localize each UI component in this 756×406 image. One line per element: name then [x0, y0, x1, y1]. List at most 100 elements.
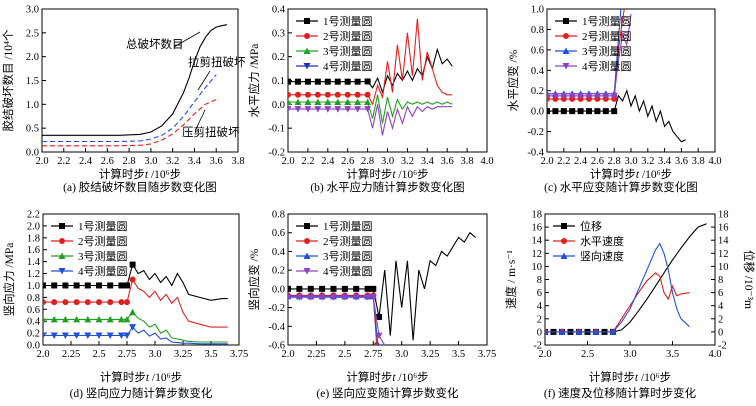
data-point [364, 106, 372, 113]
data-point [341, 294, 349, 301]
y-right-tick-label: 2 [718, 314, 723, 325]
x-tick-label: 3.4 [188, 156, 202, 167]
legend-label: 竖向速度 [580, 249, 624, 263]
legend-label: 4号测量圆 [582, 60, 632, 73]
x-axis-label: 计算时步t /10⁶步 [100, 370, 182, 384]
data-point [611, 108, 618, 115]
y-right-tick-label: 4 [718, 301, 724, 312]
legend-label: 1号测量圆 [582, 15, 632, 28]
annotation-label: 压剪扭破坏 [182, 125, 240, 139]
y-tick-label: 1.8 [27, 233, 40, 244]
y-axis-label-right: 位移 /10⁻³m [742, 250, 756, 309]
data-point [294, 106, 302, 113]
data-point [352, 294, 360, 301]
legend-marker [58, 268, 66, 275]
x-tick-label: 2.25 [307, 349, 325, 360]
legend-label: 2号测量圆 [323, 235, 373, 248]
x-tick-label: 3.6 [441, 156, 454, 167]
data-point [602, 108, 609, 115]
x-tick-label: 2.75 [364, 349, 382, 360]
data-point [294, 91, 301, 98]
data-point [341, 285, 348, 292]
x-tick-label: 3.5 [452, 349, 465, 360]
legend-label: 3号测量圆 [582, 45, 632, 58]
series-line-1 [42, 24, 228, 136]
data-point [552, 108, 559, 115]
data-point [124, 299, 130, 306]
data-point [288, 78, 291, 85]
legend-label: 2号测量圆 [582, 30, 632, 43]
x-tick-label: 3.25 [421, 349, 439, 360]
y-tick-label: 0 [537, 327, 542, 338]
y-tick-label: -0.2 [268, 148, 285, 159]
y-tick-label: 0.4 [27, 317, 41, 328]
chart-caption: (b) 水平应力随计算步数变化图 [310, 180, 464, 194]
data-point [50, 315, 58, 323]
data-point [288, 106, 292, 113]
data-point [124, 282, 130, 289]
data-point [123, 332, 131, 339]
data-point [334, 78, 341, 85]
data-point [295, 294, 303, 301]
legend-label: 水平速度 [580, 234, 624, 248]
y-tick-label: 0.4 [531, 66, 545, 77]
y-right-tick-label: 14 [718, 236, 729, 247]
data-point [569, 108, 576, 115]
legend-marker [303, 252, 311, 259]
annotation-label: 总破坏数目 [126, 37, 184, 51]
data-point [547, 108, 550, 115]
series-layer [288, 18, 453, 136]
data-point [568, 92, 576, 100]
series-line-2 [43, 278, 228, 328]
y-tick-label: 0.2 [27, 329, 40, 340]
data-point [318, 294, 326, 301]
series-line-1 [43, 263, 228, 301]
data-point [304, 78, 311, 85]
x-axis-label-prefix: 计算时步 [590, 167, 636, 181]
data-point [307, 285, 314, 292]
series-line-3 [545, 242, 690, 333]
y-tick-label: 0.5 [26, 124, 39, 135]
x-tick-label: 4.0 [708, 156, 721, 167]
y-tick-label: 8 [537, 275, 542, 286]
x-tick-label: 2.8 [608, 156, 621, 167]
series-layer [288, 231, 476, 345]
data-point [364, 91, 371, 98]
chart-panel-4: 2.0 2.25 2.5 2.75 3.0 3.25 3.5 3.75 0.00.20.40.6… [2, 210, 248, 401]
series-layer [547, 9, 686, 143]
data-point [609, 328, 617, 335]
x-axis-label-var: t [392, 169, 396, 181]
x-axis-label-suffix: /10⁶步 [148, 168, 181, 181]
x-axis-label-suffix: /10⁶步 [396, 371, 429, 384]
x-tick-label: 2.5 [581, 349, 594, 360]
chart-panel-3: 2.0 2.2 2.4 2.6 2.8 3.0 3.2 3.4 3.6 3.8 4.0 -0.4 -0.… [506, 5, 722, 195]
y-right-tick-label: 10 [718, 262, 729, 273]
legend-label: 3号测量圆 [323, 45, 373, 58]
data-point [545, 328, 549, 335]
data-point [107, 282, 114, 289]
y-tick-label: 1.0 [26, 100, 39, 111]
data-point [61, 332, 69, 339]
data-point [551, 92, 559, 100]
legend-label: 2号测量圆 [78, 235, 128, 248]
data-point [314, 106, 322, 113]
data-point [364, 285, 371, 292]
data-point [369, 294, 377, 301]
series-line-4 [288, 296, 386, 345]
data-point [84, 299, 91, 306]
data-point [62, 299, 69, 306]
x-axis-label-var: t [145, 169, 149, 181]
x-tick-label: 2.0 [35, 156, 48, 167]
data-point [593, 92, 601, 100]
legend-label: 1号测量圆 [323, 15, 373, 28]
y-right-tick-label: 8 [718, 275, 723, 286]
chart-panel-5: 2.0 2.25 2.5 2.75 3.0 3.25 3.5 3.75 -0.6 -0.4 -0.2… [247, 210, 496, 401]
legend-marker [58, 252, 66, 259]
legend-marker [304, 238, 310, 244]
data-point [585, 92, 593, 100]
data-point [51, 299, 58, 306]
data-point [73, 299, 80, 306]
y-tick-label: 0.8 [27, 293, 40, 304]
data-point [364, 98, 372, 105]
data-point [84, 282, 91, 289]
